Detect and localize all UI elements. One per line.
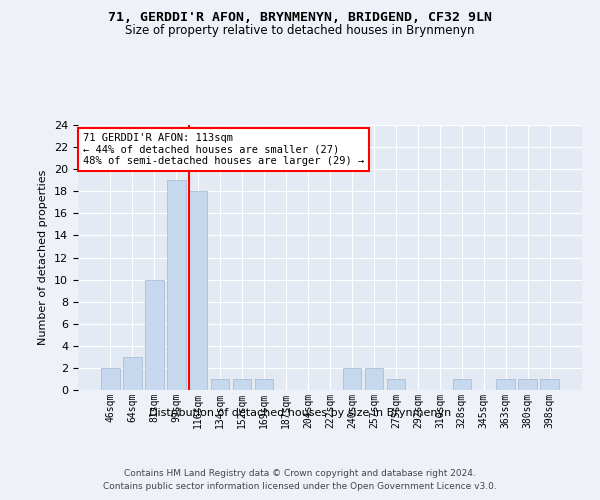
Bar bbox=[541, 379, 559, 390]
Text: 71 GERDDI'R AFON: 113sqm
← 44% of detached houses are smaller (27)
48% of semi-d: 71 GERDDI'R AFON: 113sqm ← 44% of detach… bbox=[83, 133, 364, 166]
Bar bbox=[452, 379, 471, 390]
Bar bbox=[365, 368, 383, 390]
Bar bbox=[343, 368, 361, 390]
Bar bbox=[255, 379, 274, 390]
Bar bbox=[233, 379, 251, 390]
Text: 71, GERDDI'R AFON, BRYNMENYN, BRIDGEND, CF32 9LN: 71, GERDDI'R AFON, BRYNMENYN, BRIDGEND, … bbox=[108, 11, 492, 24]
Bar bbox=[386, 379, 405, 390]
Bar bbox=[123, 357, 142, 390]
Y-axis label: Number of detached properties: Number of detached properties bbox=[38, 170, 49, 345]
Bar bbox=[211, 379, 229, 390]
Bar bbox=[101, 368, 119, 390]
Bar bbox=[496, 379, 515, 390]
Bar bbox=[189, 191, 208, 390]
Bar bbox=[167, 180, 185, 390]
Text: Contains HM Land Registry data © Crown copyright and database right 2024.: Contains HM Land Registry data © Crown c… bbox=[124, 468, 476, 477]
Bar bbox=[518, 379, 537, 390]
Text: Distribution of detached houses by size in Brynmenyn: Distribution of detached houses by size … bbox=[149, 408, 451, 418]
Bar bbox=[145, 280, 164, 390]
Text: Size of property relative to detached houses in Brynmenyn: Size of property relative to detached ho… bbox=[125, 24, 475, 37]
Text: Contains public sector information licensed under the Open Government Licence v3: Contains public sector information licen… bbox=[103, 482, 497, 491]
